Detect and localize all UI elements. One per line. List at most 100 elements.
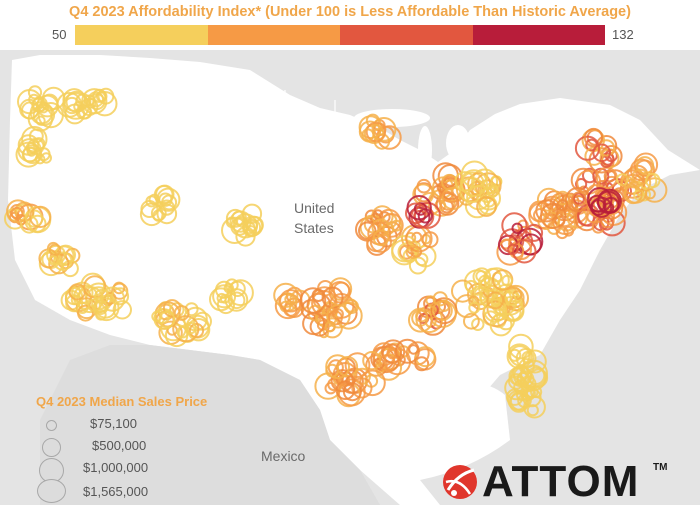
- affordability-bubble[interactable]: [29, 205, 52, 228]
- affordability-bubble[interactable]: [344, 352, 371, 379]
- affordability-bubble[interactable]: [489, 313, 513, 337]
- affordability-bubble[interactable]: [390, 219, 403, 232]
- affordability-bubble[interactable]: [623, 185, 643, 205]
- affordability-bubble[interactable]: [326, 304, 351, 329]
- affordability-bubble[interactable]: [633, 152, 659, 177]
- affordability-bubble[interactable]: [25, 209, 44, 228]
- affordability-bubble[interactable]: [87, 298, 101, 312]
- affordability-bubble[interactable]: [645, 172, 661, 189]
- affordability-bubble[interactable]: [563, 225, 574, 237]
- affordability-bubble[interactable]: [372, 229, 390, 247]
- affordability-bubble[interactable]: [511, 222, 523, 235]
- affordability-bubble[interactable]: [530, 385, 543, 399]
- affordability-bubble[interactable]: [416, 178, 432, 194]
- affordability-bubble[interactable]: [173, 305, 190, 321]
- affordability-bubble[interactable]: [644, 188, 656, 200]
- affordability-bubble[interactable]: [158, 199, 175, 216]
- affordability-bubble[interactable]: [577, 208, 595, 227]
- affordability-bubble[interactable]: [468, 301, 481, 314]
- affordability-bubble[interactable]: [438, 191, 459, 211]
- affordability-bubble[interactable]: [17, 89, 43, 115]
- affordability-bubble[interactable]: [336, 356, 359, 378]
- affordability-bubble[interactable]: [635, 156, 655, 175]
- affordability-bubble[interactable]: [405, 202, 427, 225]
- affordability-bubble[interactable]: [151, 310, 163, 322]
- affordability-bubble[interactable]: [533, 208, 548, 223]
- affordability-bubble[interactable]: [501, 274, 513, 287]
- affordability-bubble[interactable]: [486, 291, 505, 310]
- affordability-bubble[interactable]: [603, 169, 617, 183]
- affordability-bubble[interactable]: [169, 302, 185, 318]
- affordability-bubble[interactable]: [227, 279, 254, 307]
- affordability-bubble[interactable]: [441, 173, 458, 191]
- affordability-bubble[interactable]: [365, 121, 387, 143]
- affordability-bubble[interactable]: [508, 333, 534, 360]
- affordability-bubble[interactable]: [6, 199, 30, 223]
- affordability-bubble[interactable]: [245, 225, 258, 237]
- affordability-bubble[interactable]: [588, 194, 606, 213]
- affordability-bubble[interactable]: [140, 200, 159, 218]
- affordability-bubble[interactable]: [476, 196, 497, 217]
- affordability-bubble[interactable]: [209, 287, 233, 312]
- affordability-bubble[interactable]: [81, 88, 108, 115]
- affordability-bubble[interactable]: [99, 286, 126, 312]
- affordability-bubble[interactable]: [381, 343, 402, 364]
- affordability-bubble[interactable]: [64, 287, 84, 306]
- affordability-bubble[interactable]: [460, 169, 488, 198]
- affordability-bubble[interactable]: [361, 128, 375, 142]
- affordability-bubble[interactable]: [522, 349, 547, 374]
- affordability-bubble[interactable]: [571, 191, 587, 207]
- affordability-bubble[interactable]: [363, 215, 382, 234]
- affordability-bubble[interactable]: [27, 85, 43, 100]
- affordability-bubble[interactable]: [48, 243, 62, 257]
- affordability-bubble[interactable]: [408, 307, 433, 333]
- affordability-bubble[interactable]: [97, 87, 115, 105]
- affordability-bubble[interactable]: [369, 230, 392, 253]
- affordability-bubble[interactable]: [592, 143, 612, 163]
- affordability-bubble[interactable]: [17, 138, 42, 163]
- affordability-bubble[interactable]: [335, 380, 356, 401]
- affordability-bubble[interactable]: [28, 214, 47, 233]
- affordability-bubble[interactable]: [478, 274, 493, 290]
- affordability-bubble[interactable]: [413, 201, 441, 229]
- affordability-bubble[interactable]: [188, 323, 205, 339]
- affordability-bubble[interactable]: [417, 208, 433, 224]
- affordability-bubble[interactable]: [425, 295, 436, 306]
- affordability-bubble[interactable]: [284, 294, 295, 305]
- affordability-bubble[interactable]: [501, 212, 528, 239]
- affordability-bubble[interactable]: [95, 90, 108, 103]
- affordability-bubble[interactable]: [342, 382, 362, 402]
- affordability-bubble[interactable]: [414, 346, 436, 368]
- affordability-bubble[interactable]: [325, 354, 351, 380]
- affordability-bubble[interactable]: [325, 303, 338, 316]
- affordability-bubble[interactable]: [184, 302, 199, 317]
- affordability-bubble[interactable]: [35, 115, 46, 126]
- affordability-bubble[interactable]: [162, 299, 182, 318]
- affordability-bubble[interactable]: [405, 245, 420, 259]
- affordability-bubble[interactable]: [302, 312, 326, 336]
- affordability-bubble[interactable]: [158, 310, 176, 329]
- affordability-bubble[interactable]: [156, 203, 178, 225]
- affordability-bubble[interactable]: [111, 287, 130, 306]
- affordability-bubble[interactable]: [362, 351, 382, 371]
- affordability-bubble[interactable]: [245, 219, 258, 232]
- affordability-bubble[interactable]: [87, 91, 105, 108]
- affordability-bubble[interactable]: [421, 231, 439, 249]
- affordability-bubble[interactable]: [516, 371, 530, 385]
- affordability-bubble[interactable]: [68, 283, 86, 301]
- affordability-bubble[interactable]: [273, 282, 299, 308]
- affordability-bubble[interactable]: [53, 251, 73, 271]
- affordability-bubble[interactable]: [463, 269, 491, 296]
- affordability-bubble[interactable]: [394, 338, 420, 364]
- affordability-bubble[interactable]: [212, 284, 237, 309]
- affordability-bubble[interactable]: [591, 220, 605, 234]
- affordability-bubble[interactable]: [460, 160, 489, 188]
- affordability-bubble[interactable]: [351, 377, 373, 399]
- affordability-bubble[interactable]: [574, 135, 601, 161]
- affordability-bubble[interactable]: [512, 239, 537, 264]
- affordability-bubble[interactable]: [371, 116, 397, 142]
- affordability-bubble[interactable]: [399, 244, 414, 260]
- affordability-bubble[interactable]: [502, 300, 525, 322]
- affordability-bubble[interactable]: [540, 202, 567, 230]
- affordability-bubble[interactable]: [63, 96, 81, 115]
